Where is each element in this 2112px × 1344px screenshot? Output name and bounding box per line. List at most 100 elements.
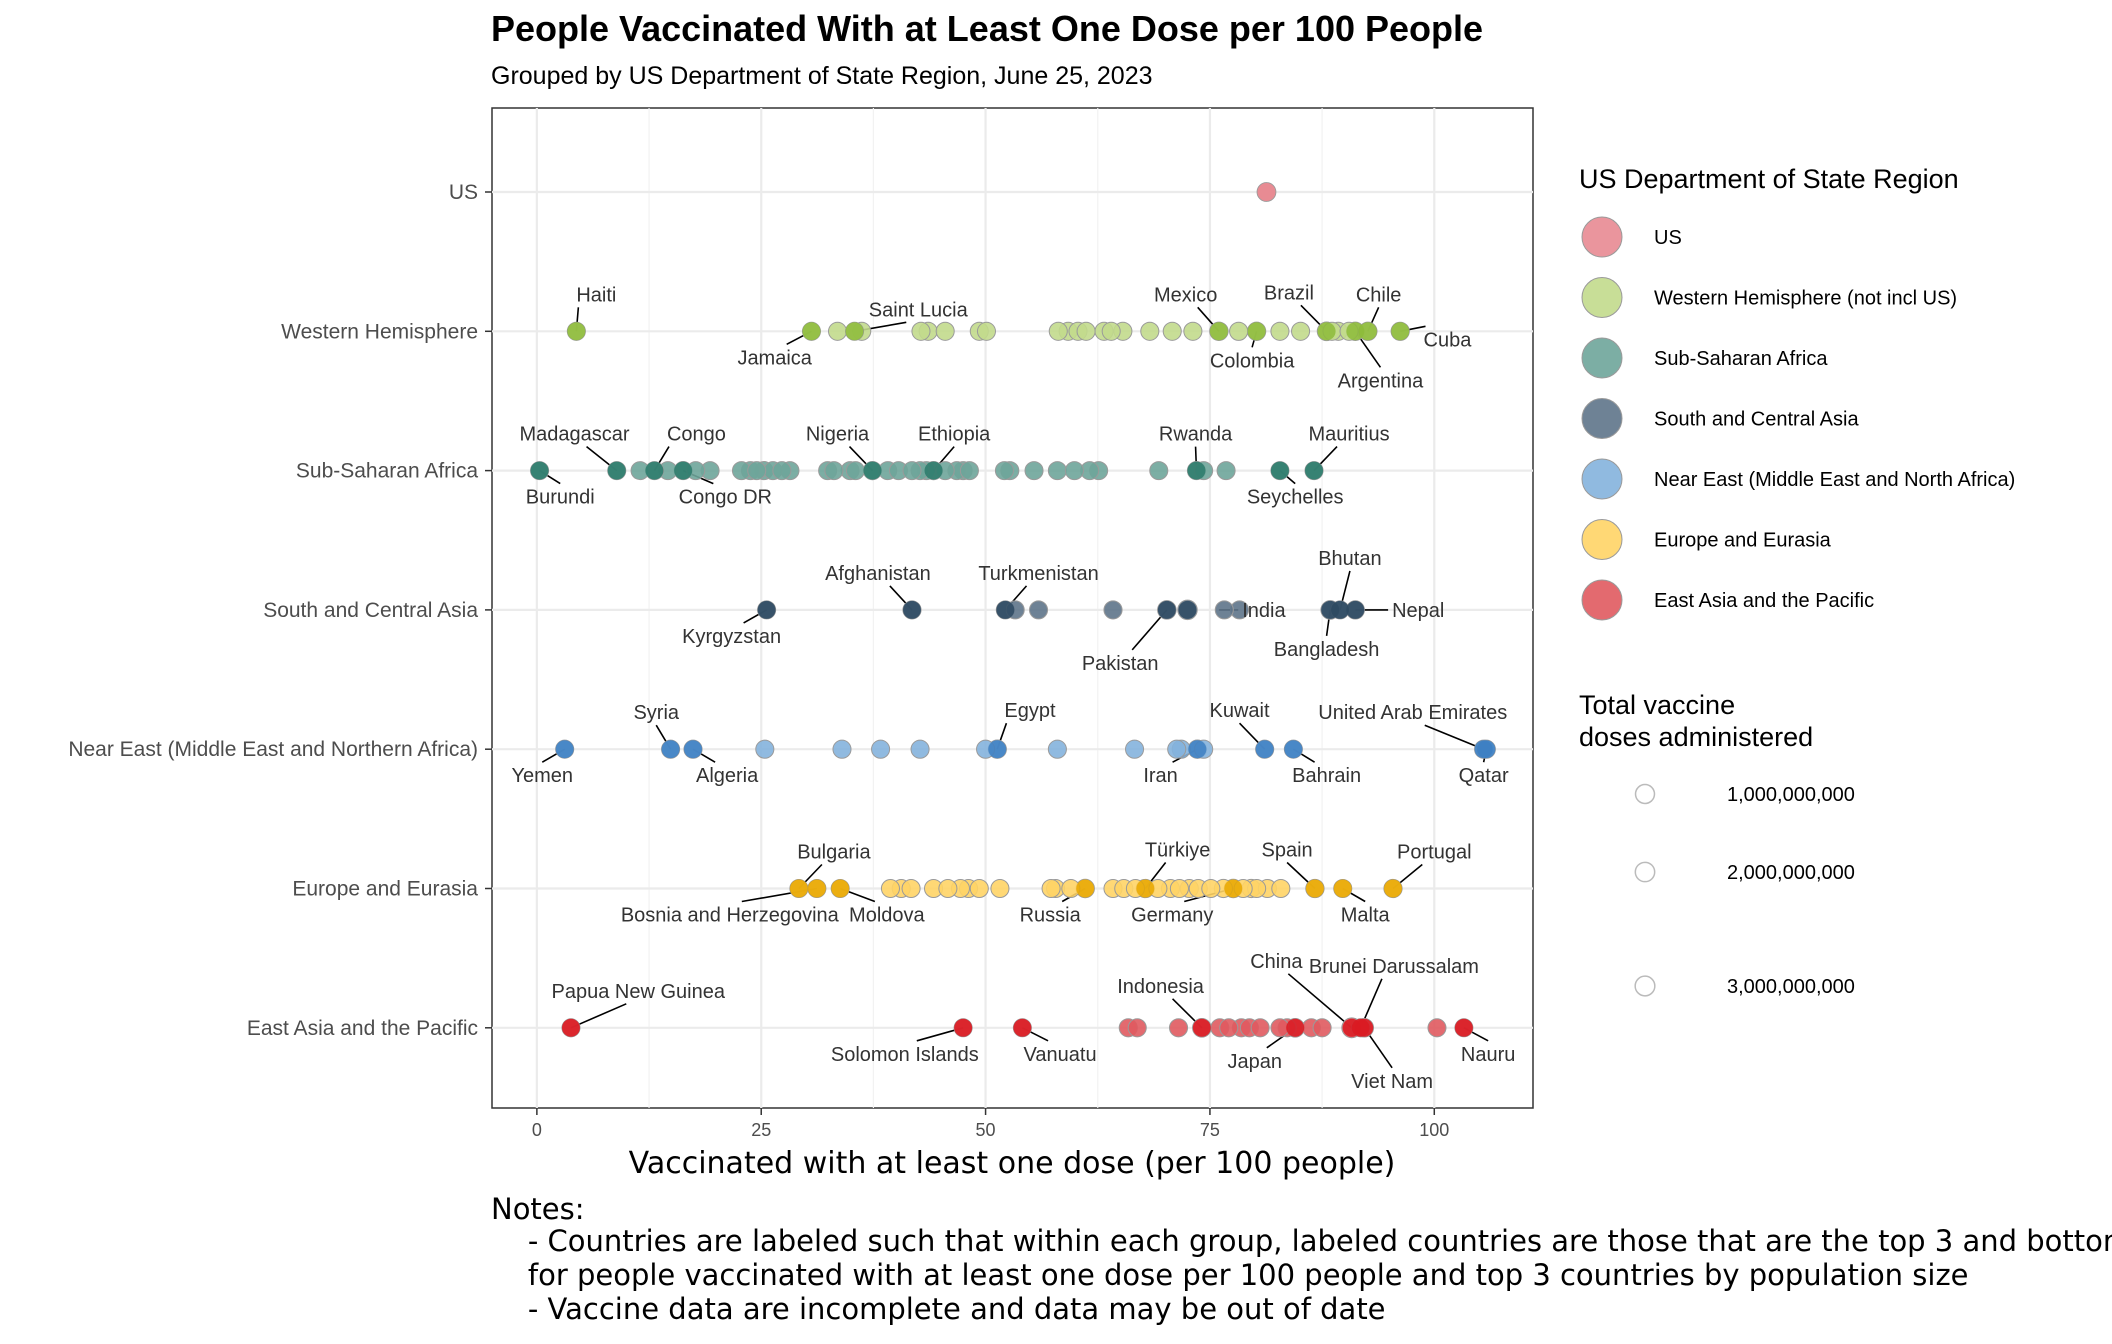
labeled-point-madagascar	[607, 461, 626, 480]
label-t-rkiye: Türkiye	[1145, 840, 1211, 862]
point-near-east-middle-east-and-northern-africa	[1125, 739, 1145, 759]
labeled-point-nauru	[1454, 1018, 1473, 1037]
y-tick-label-near-east-middle-east-and-northern-africa: Near East (Middle East and Northern Afri…	[68, 738, 478, 761]
point-near-east-middle-east-and-northern-africa	[910, 739, 930, 759]
label-vanuatu: Vanuatu	[1024, 1044, 1097, 1066]
point-sub-saharan-africa	[845, 461, 865, 481]
labeled-point-spain	[1305, 879, 1324, 898]
legend-swatch-south-and-central-asia	[1581, 398, 1623, 439]
size-legend-title-line1: Total vaccine	[1579, 690, 1735, 720]
label-mauritius: Mauritius	[1308, 424, 1389, 446]
point-western-hemisphere	[1101, 321, 1121, 341]
point-sub-saharan-africa	[747, 461, 767, 481]
label-brazil: Brazil	[1264, 282, 1314, 304]
label-germany: Germany	[1131, 905, 1213, 927]
legend-swatch-western-hemisphere-not-incl-us	[1581, 277, 1623, 318]
label-bangladesh: Bangladesh	[1274, 639, 1380, 661]
point-sub-saharan-africa	[959, 461, 979, 481]
legend-swatch-europe-and-eurasia	[1581, 519, 1623, 560]
labeled-point-portugal	[1384, 879, 1403, 898]
labeled-point-burundi	[530, 461, 549, 480]
x-axis-label: Vaccinated with at least one dose (per 1…	[629, 1146, 1396, 1181]
point-east-asia-and-the-pacific	[1427, 1018, 1447, 1038]
labeled-point-ethiopia	[924, 461, 943, 480]
label-rwanda: Rwanda	[1159, 424, 1233, 446]
size-legend-label-2: 2,000,000,000	[1727, 862, 1855, 884]
label-congo: Congo	[667, 424, 726, 446]
point-europe-and-eurasia	[1271, 878, 1291, 899]
legend-label-near-east-middle-east-and-north-africa: Near East (Middle East and North Africa)	[1654, 469, 2015, 491]
labeled-point-bhutan	[1331, 600, 1350, 619]
point-western-hemisphere	[1140, 321, 1160, 341]
size-legend-title-line2: doses administered	[1579, 722, 1813, 752]
size-legend-label-1: 1,000,000,000	[1727, 784, 1855, 806]
labeled-point-rwanda	[1187, 461, 1206, 480]
labeled-point-brazil	[1317, 322, 1336, 341]
x-axis-ticks: 0 25 50 75 100	[532, 1108, 1449, 1140]
point-sub-saharan-africa	[902, 461, 922, 481]
label-brunei-darussalam: Brunei Darussalam	[1309, 956, 1479, 978]
y-tick-label-europe-and-eurasia: Europe and Eurasia	[292, 878, 478, 901]
labeled-point-seychelles	[1270, 461, 1289, 480]
label-haiti: Haiti	[576, 284, 616, 306]
label-burundi: Burundi	[526, 487, 595, 509]
legend-label-sub-saharan-africa: Sub-Saharan Africa	[1654, 348, 1828, 370]
x-tick-label: 25	[751, 1120, 771, 1140]
point-south-and-central-asia	[1214, 600, 1234, 620]
size-legend: Total vaccine doses administered 1,000,0…	[1579, 690, 1855, 998]
point-east-asia-and-the-pacific	[1168, 1018, 1189, 1038]
point-europe-and-eurasia	[1041, 878, 1061, 899]
x-tick-label: 75	[1200, 1120, 1220, 1140]
point-western-hemisphere	[935, 321, 955, 341]
chart-subtitle: Grouped by US Department of State Region…	[491, 62, 1153, 90]
point-south-and-central-asia	[1028, 600, 1049, 620]
label-seychelles: Seychelles	[1247, 487, 1344, 509]
point-near-east-middle-east-and-northern-africa	[871, 739, 891, 759]
point-east-asia-and-the-pacific	[1312, 1018, 1332, 1038]
point-east-asia-and-the-pacific	[1250, 1018, 1270, 1038]
label-moldova: Moldova	[849, 905, 925, 927]
label-indonesia: Indonesia	[1117, 976, 1205, 998]
point-sub-saharan-africa	[1149, 461, 1169, 481]
labeled-point-japan	[1286, 1018, 1305, 1037]
labeled-point-iran	[1188, 740, 1207, 759]
labeled-point-kyrgyzstan	[757, 600, 776, 619]
labeled-point-pakistan	[1157, 600, 1176, 619]
x-tick-label: 100	[1419, 1120, 1449, 1140]
grid-lines	[492, 108, 1533, 1108]
point-europe-and-eurasia	[990, 878, 1010, 899]
labeled-point-cuba	[1391, 322, 1410, 341]
y-tick-label-us: US	[449, 181, 478, 204]
label-china: China	[1250, 951, 1303, 973]
y-axis-ticks: US Western Hemisphere Sub-Saharan Africa So…	[68, 181, 492, 1040]
label-japan: Japan	[1228, 1051, 1283, 1073]
label-kuwait: Kuwait	[1210, 700, 1270, 722]
labeled-point-bosnia-and-herzegovina	[807, 879, 826, 898]
chart-title: People Vaccinated With at Least One Dose…	[491, 8, 1483, 49]
labeled-point-egypt	[988, 740, 1007, 759]
point-western-hemisphere	[911, 321, 931, 341]
size-legend-circle-2	[1634, 861, 1656, 883]
point-sub-saharan-africa	[1064, 461, 1084, 481]
legend-swatch-east-asia-and-the-pacific	[1581, 579, 1623, 621]
labeled-point-syria	[661, 740, 680, 759]
point-western-hemisphere	[1229, 321, 1249, 341]
label-nauru: Nauru	[1461, 1044, 1515, 1066]
labeled-point-nepal	[1346, 600, 1365, 619]
point-sub-saharan-africa	[1047, 461, 1067, 481]
label-chile: Chile	[1356, 284, 1402, 306]
country-labels: Haiti Jamaica Saint Lucia Mexico Colombia Bra…	[511, 282, 1515, 1093]
labeled-point-malta	[1333, 879, 1352, 898]
y-tick-label-sub-saharan-africa: Sub-Saharan Africa	[296, 460, 478, 483]
labeled-point-afghanistan	[902, 600, 921, 619]
label-bhutan: Bhutan	[1318, 548, 1381, 570]
label-jamaica: Jamaica	[737, 347, 812, 369]
labeled-point-moldova	[831, 879, 850, 898]
label-bulgaria: Bulgaria	[797, 842, 871, 864]
point-near-east-middle-east-and-northern-africa	[1167, 739, 1187, 759]
legend-label-south-and-central-asia: South and Central Asia	[1654, 409, 1859, 431]
label-yemen: Yemen	[511, 765, 573, 787]
labeled-point-turkmenistan	[996, 600, 1015, 619]
label-solomon-islands: Solomon Islands	[831, 1044, 979, 1066]
label-turkmenistan: Turkmenistan	[978, 563, 1098, 585]
